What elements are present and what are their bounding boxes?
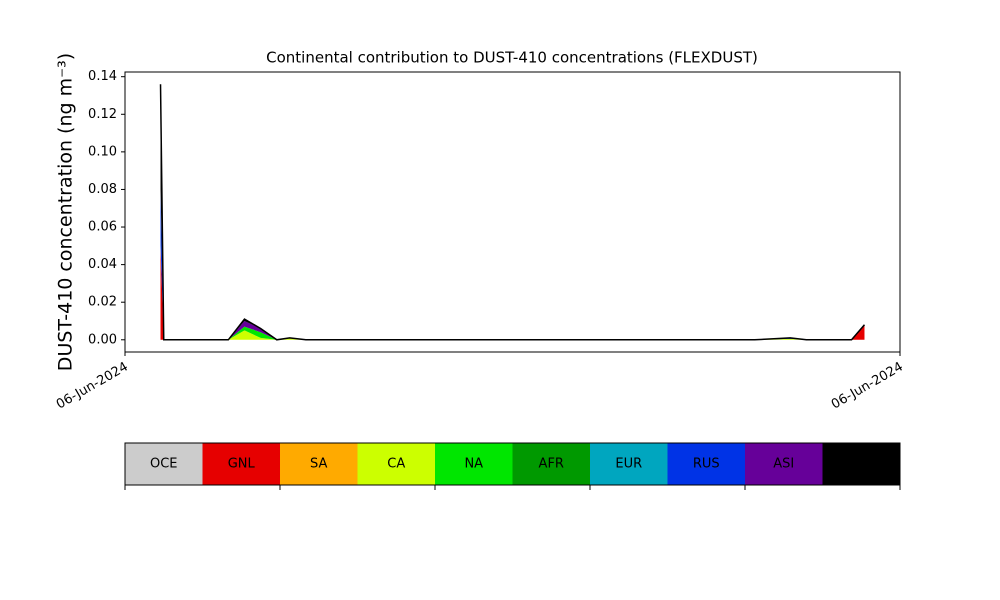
area (160, 84, 865, 340)
area (160, 189, 865, 340)
y-tick-label: 0.14 (88, 69, 117, 84)
legend-swatch (590, 443, 668, 485)
legend-swatch (202, 443, 280, 485)
total-outline (159, 84, 866, 341)
legend-label: AFR (539, 457, 564, 472)
y-tick-label: 0.10 (88, 144, 117, 159)
legend-swatch (667, 443, 745, 485)
legend-swatch (280, 443, 358, 485)
area (160, 245, 865, 340)
area (160, 189, 865, 340)
legend-swatch (512, 443, 590, 485)
legend-swatch (822, 443, 900, 485)
plot-frame (124, 71, 901, 353)
legend-frame (124, 442, 901, 486)
legend-label: EUR (615, 457, 642, 472)
area (160, 245, 865, 340)
legend-label: CA (387, 457, 405, 472)
legend-label: AUS (848, 457, 875, 472)
legend-swatch (435, 443, 513, 485)
legend-label: OCE (150, 457, 178, 472)
legend-swatch (745, 443, 823, 485)
y-tick-label: 0.12 (88, 107, 117, 122)
y-tick-label: 0.08 (88, 182, 117, 197)
area (160, 245, 865, 340)
area (160, 245, 865, 340)
y-tick-label: 0.04 (88, 257, 117, 272)
y-axis-label: DUST-410 concentration (ng m⁻³) (55, 53, 77, 371)
legend-label: SA (310, 457, 327, 472)
legend-swatch (125, 443, 203, 485)
legend-label: RUS (693, 457, 720, 472)
y-tick-label: 0.02 (88, 295, 117, 310)
x-tick-label: 06-Jun-2024 (829, 360, 906, 413)
y-tick-label: 0.00 (88, 332, 117, 347)
area (160, 245, 865, 340)
area (160, 245, 865, 340)
legend-label: NA (464, 457, 483, 472)
chart-title: Continental contribution to DUST-410 con… (266, 49, 758, 67)
legend-swatch (357, 443, 435, 485)
y-tick-label: 0.06 (88, 220, 117, 235)
legend-label: ASI (773, 457, 794, 472)
legend-label: GNL (228, 457, 256, 472)
